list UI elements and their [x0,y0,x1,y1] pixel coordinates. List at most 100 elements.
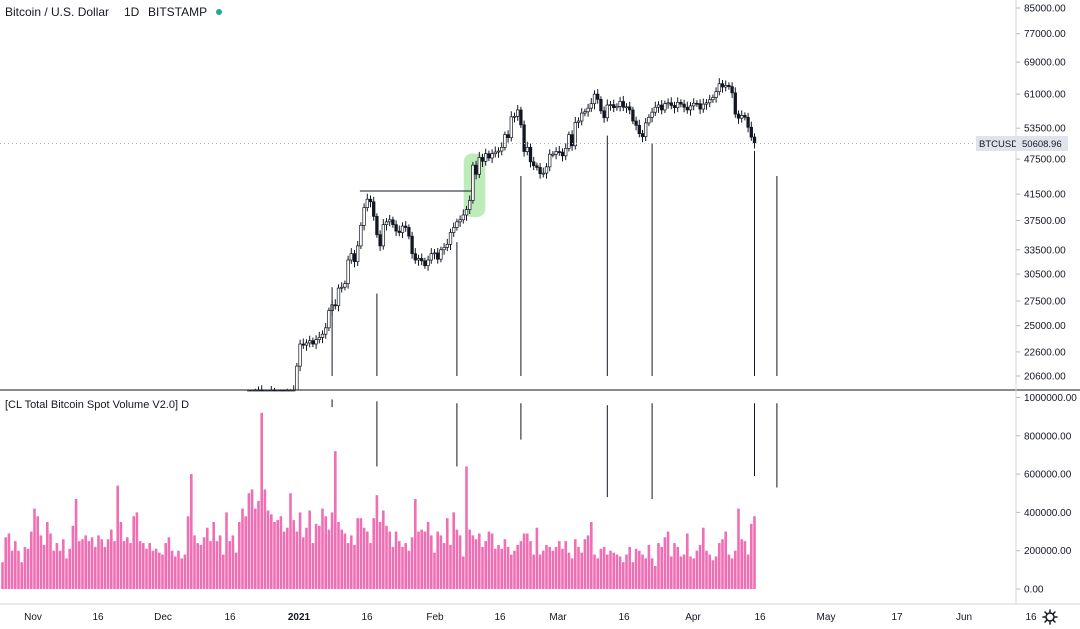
volume-bar[interactable] [62,539,65,589]
volume-bar[interactable] [282,531,286,589]
volume-bar[interactable] [510,554,513,589]
volume-bar[interactable] [394,531,398,589]
volume-bar[interactable] [577,546,580,589]
volume-bar[interactable] [39,535,43,589]
volume-bar[interactable] [100,539,103,589]
candle[interactable] [311,340,315,345]
volume-bar[interactable] [455,529,459,589]
volume-bar[interactable] [673,543,676,589]
volume-bar[interactable] [327,529,331,589]
candle[interactable] [445,244,449,248]
candle[interactable] [528,146,533,163]
volume-bar[interactable] [654,566,657,589]
volume-bar[interactable] [190,474,193,589]
volume-bar[interactable] [234,552,238,589]
candle[interactable] [720,83,725,88]
candle[interactable] [637,124,641,134]
volume-bar[interactable] [17,550,20,589]
volume-bar[interactable] [618,556,622,589]
volume-bar[interactable] [20,562,23,589]
volume-bar[interactable] [660,546,663,589]
volume-bar[interactable] [634,548,638,589]
volume-bar[interactable] [596,558,599,589]
volume-bar[interactable] [250,489,254,589]
volume-bar[interactable] [174,556,177,589]
volume-bar[interactable] [382,510,385,589]
volume-bar[interactable] [209,541,212,589]
volume-bar[interactable] [158,552,161,589]
volume-bar[interactable] [110,529,113,589]
volume-bar[interactable] [609,550,612,589]
volume-bar[interactable] [177,550,180,589]
candle[interactable] [711,97,715,101]
candle[interactable] [656,104,661,108]
volume-bar[interactable] [263,489,267,589]
volume-bar[interactable] [490,533,494,589]
volume-bar[interactable] [257,500,260,589]
volume-bar[interactable] [433,552,436,589]
volume-bar[interactable] [468,529,471,589]
candle[interactable] [596,93,600,100]
candle[interactable] [717,83,721,92]
candle[interactable] [429,253,433,261]
volume-bar[interactable] [702,527,705,589]
volume-bar[interactable] [356,518,359,589]
candle[interactable] [541,172,545,175]
candle[interactable] [724,85,728,88]
volume-bar[interactable] [743,541,747,589]
volume-bar[interactable] [362,527,366,589]
volume-bar[interactable] [337,521,340,589]
price-pane[interactable] [247,78,778,392]
candle[interactable] [365,198,369,208]
volume-bar[interactable] [602,546,606,589]
candle[interactable] [580,112,584,122]
volume-bar[interactable] [711,560,715,589]
candle[interactable] [362,207,366,226]
candle[interactable] [512,115,517,118]
volume-bar[interactable] [487,531,491,589]
volume-bar[interactable] [750,523,753,589]
candle[interactable] [426,259,430,267]
volume-bar[interactable] [372,518,375,589]
volume-bar[interactable] [97,535,100,589]
candle[interactable] [525,146,529,152]
candle[interactable] [692,102,696,107]
candle[interactable] [381,224,385,247]
candle[interactable] [592,93,597,105]
volume-bar[interactable] [718,543,721,589]
candle[interactable] [679,102,683,105]
volume-bar[interactable] [740,539,743,589]
settings-gear-icon[interactable] [1042,609,1058,625]
candle[interactable] [295,365,299,391]
volume-bar[interactable] [606,554,609,589]
volume-bar[interactable] [545,544,548,589]
candle[interactable] [359,225,363,247]
volume-bar[interactable] [506,546,510,589]
volume-bar[interactable] [529,541,532,589]
volume-bar[interactable] [260,412,263,589]
candle[interactable] [372,201,376,217]
volume-bar[interactable] [142,543,145,589]
volume-bar[interactable] [695,550,699,589]
volume-bar[interactable] [532,554,535,589]
volume-bar[interactable] [228,541,231,589]
volume-bar[interactable] [170,550,174,589]
volume-bar[interactable] [737,508,740,589]
volume-bar[interactable] [657,543,660,589]
volume-bar[interactable] [318,525,321,589]
candle[interactable] [628,106,632,111]
volume-bar[interactable] [538,554,542,589]
volume-bar[interactable] [180,558,183,589]
volume-bar[interactable] [378,521,382,589]
volume-bar[interactable] [625,554,628,589]
volume-bar[interactable] [330,512,334,589]
volume-bar[interactable] [689,556,692,589]
volume-bar[interactable] [426,521,430,589]
volume-bar[interactable] [270,514,273,589]
volume-bar[interactable] [391,546,395,589]
volume-bar[interactable] [423,531,427,589]
candle[interactable] [308,340,312,344]
volume-bar[interactable] [343,533,347,589]
candle[interactable] [538,167,542,175]
volume-bar[interactable] [212,521,215,589]
